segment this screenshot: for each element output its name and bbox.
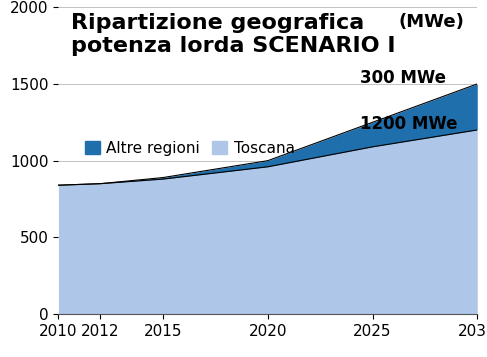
Legend: Altre regioni, Toscana: Altre regioni, Toscana xyxy=(78,135,300,162)
Text: Ripartizione geografica
potenza lorda SCENARIO I: Ripartizione geografica potenza lorda SC… xyxy=(71,13,395,56)
Text: 300 MWe: 300 MWe xyxy=(360,69,446,87)
Text: 1200 MWe: 1200 MWe xyxy=(360,115,457,133)
Text: (MWe): (MWe) xyxy=(399,13,465,31)
